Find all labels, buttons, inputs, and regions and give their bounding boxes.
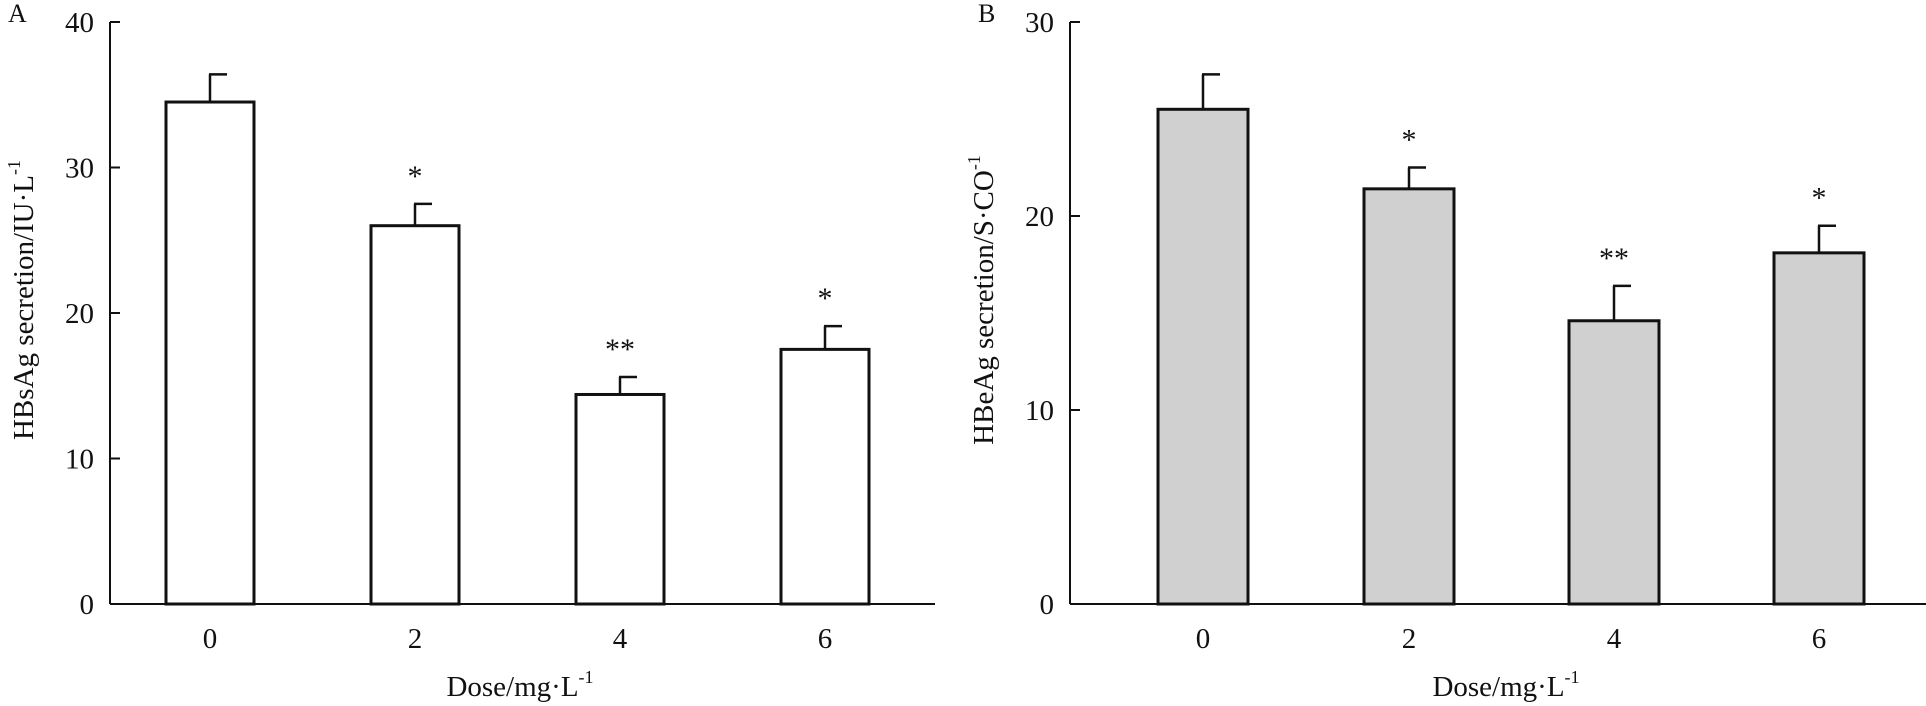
panel-a-y-tick-label: 30	[65, 153, 94, 185]
panel-b-bars	[1156, 107, 1866, 606]
panel-b-y-ticks: 0 10 20 30	[1025, 7, 1080, 621]
panel-a-bar-2	[369, 224, 461, 606]
panel-b-x-tick-labels: 0 2 4 6	[1196, 623, 1827, 655]
panel-b-y-axis-title: HBeAg secretion/S·CO-1	[964, 155, 1000, 445]
panel-b-y-tick-label: 30	[1025, 7, 1054, 39]
panel-b-ylabel-text: HBeAg secretion/S·CO	[968, 170, 1000, 445]
panel-a-bars	[164, 100, 871, 606]
panel-a-ylabel-text: HBsAg secretion/IU·L	[8, 175, 40, 440]
panel-b-x-tick-label: 0	[1196, 623, 1211, 655]
panel-a-xlabel-text: Dose/mg·L	[446, 671, 578, 703]
panel-b-bar-2	[1362, 187, 1456, 606]
panel-b-bar-0	[1156, 107, 1250, 606]
panel-a-y-tick-label: 10	[65, 444, 94, 476]
panel-a-y-axis-title: HBsAg secretion/IU·L-1	[4, 160, 40, 440]
panel-b-x-tick-label: 4	[1607, 623, 1622, 655]
panel-a-y-ticks: 0 10 20 30 40	[65, 7, 120, 621]
panel-a-x-tick-label: 2	[408, 623, 423, 655]
panel-a-bar-0	[164, 100, 256, 606]
panel-a-x-tick-labels: 0 2 4 6	[203, 623, 833, 655]
panel-b-label: B	[978, 0, 995, 28]
panel-a-significance-4: **	[605, 333, 635, 366]
panel-b-bar-4	[1567, 319, 1661, 606]
panel-a-x-tick-label: 6	[818, 623, 833, 655]
panel-a-xlabel-sup: -1	[579, 667, 594, 687]
panel-b-significance-6: *	[1812, 182, 1827, 215]
panel-b-ylabel-sup: -1	[964, 155, 984, 170]
panel-b-x-axis-title: Dose/mg·L-1	[1432, 667, 1579, 703]
panel-a-significance-2: *	[408, 160, 423, 193]
panel-a-label: A	[8, 0, 27, 28]
panel-a-y-tick-label: 40	[65, 7, 94, 39]
panel-a-x-tick-label: 4	[613, 623, 628, 655]
panel-b-y-tick-label: 20	[1025, 201, 1054, 233]
panel-b-x-tick-label: 2	[1402, 623, 1417, 655]
panel-b-significance-marks: ****	[1402, 124, 1827, 275]
panel-b-significance-4: **	[1599, 242, 1629, 275]
panel-b-error-bars	[1201, 73, 1836, 321]
panel-a-significance-marks: ****	[408, 160, 833, 366]
panel-b-significance-2: *	[1402, 124, 1417, 157]
panel-a-bar-4	[574, 392, 666, 606]
panel-b-y-tick-label: 0	[1040, 589, 1055, 621]
panel-b-x-tick-label: 6	[1812, 623, 1827, 655]
panel-a-error-bars	[208, 73, 842, 395]
panel-b-xlabel-text: Dose/mg·L	[1432, 671, 1564, 703]
panel-b-bar-6	[1772, 251, 1866, 606]
panel-b-xlabel-sup: -1	[1565, 667, 1580, 687]
panel-a-ylabel-sup: -1	[4, 160, 24, 175]
panel-a-y-tick-label: 20	[65, 298, 94, 330]
panel-a-bar-6	[779, 347, 871, 606]
panel-b-y-tick-label: 10	[1025, 395, 1054, 427]
panel-a-x-tick-label: 0	[203, 623, 218, 655]
panel-a-y-tick-label: 0	[80, 589, 95, 621]
panel-a-x-axis-title: Dose/mg·L-1	[446, 667, 593, 703]
panel-a-significance-6: *	[818, 282, 833, 315]
